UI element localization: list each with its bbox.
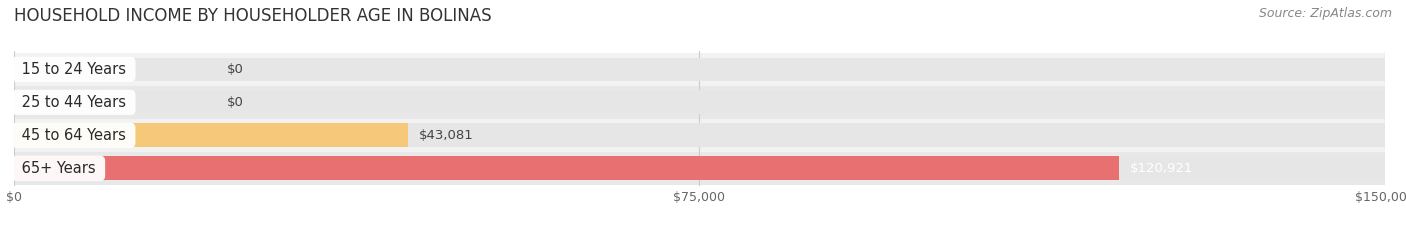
- Text: 15 to 24 Years: 15 to 24 Years: [17, 62, 131, 77]
- Text: $43,081: $43,081: [419, 129, 474, 142]
- Text: $120,921: $120,921: [1130, 162, 1194, 175]
- Bar: [14, 53, 1385, 86]
- Bar: [14, 58, 1385, 81]
- Bar: [14, 119, 1385, 152]
- Text: 25 to 44 Years: 25 to 44 Years: [17, 95, 131, 110]
- Text: $0: $0: [226, 96, 243, 109]
- Text: HOUSEHOLD INCOME BY HOUSEHOLDER AGE IN BOLINAS: HOUSEHOLD INCOME BY HOUSEHOLDER AGE IN B…: [14, 7, 492, 25]
- Text: 65+ Years: 65+ Years: [17, 161, 100, 176]
- Bar: [14, 90, 1385, 114]
- Bar: [14, 156, 1385, 180]
- Text: $0: $0: [226, 63, 243, 76]
- Bar: [14, 123, 408, 147]
- Text: Source: ZipAtlas.com: Source: ZipAtlas.com: [1258, 7, 1392, 20]
- Bar: [14, 152, 1385, 185]
- Bar: [14, 123, 1385, 147]
- Bar: [14, 86, 1385, 119]
- Text: 45 to 64 Years: 45 to 64 Years: [17, 128, 131, 143]
- Bar: [14, 156, 1119, 180]
